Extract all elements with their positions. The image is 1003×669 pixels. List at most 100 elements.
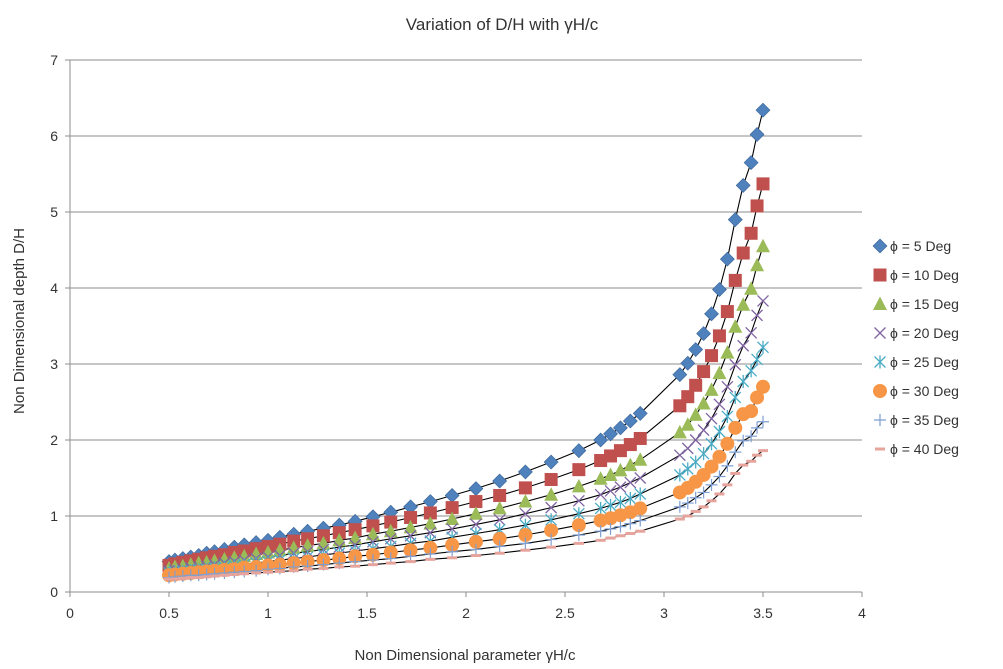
- legend-item: ϕ = 30 Deg: [873, 383, 959, 399]
- data-point: [403, 543, 418, 558]
- y-tick-label: 5: [50, 204, 58, 220]
- data-point: [604, 449, 618, 463]
- legend-item: ϕ = 5 Deg: [872, 238, 951, 254]
- data-point: [756, 238, 770, 253]
- data-point: [674, 517, 685, 521]
- data-point: [624, 476, 637, 489]
- data-point: [706, 499, 717, 503]
- data-point: [192, 569, 205, 582]
- data-point: [712, 365, 727, 380]
- data-point: [169, 577, 180, 581]
- data-point: [737, 374, 750, 388]
- data-point: [623, 438, 637, 452]
- data-point: [218, 567, 231, 579]
- data-point: [634, 472, 647, 484]
- data-point: [737, 339, 750, 352]
- data-point: [318, 566, 329, 570]
- data-point: [751, 421, 764, 434]
- data-point: [594, 454, 608, 468]
- data-point: [288, 569, 299, 573]
- data-point: [404, 511, 418, 525]
- data-point: [720, 345, 735, 359]
- data-point: [681, 497, 694, 510]
- data-point: [251, 571, 262, 575]
- data-point: [690, 509, 701, 513]
- chart-title: Variation of D/H with γH/c: [406, 15, 599, 34]
- data-point: [705, 412, 718, 425]
- data-point: [263, 570, 273, 574]
- data-point: [625, 531, 636, 535]
- data-point: [316, 529, 330, 543]
- data-point: [757, 294, 769, 307]
- data-point: [624, 492, 637, 506]
- data-point: [743, 155, 759, 171]
- data-point: [755, 102, 771, 118]
- data-point: [689, 491, 702, 504]
- data-point: [744, 226, 758, 240]
- data-point: [168, 570, 181, 583]
- data-point: [468, 506, 483, 520]
- legend-marker: [873, 268, 887, 282]
- data-point: [385, 561, 396, 565]
- legend-item: ϕ = 40 Deg: [875, 441, 959, 457]
- data-point: [749, 127, 765, 142]
- data-point: [721, 409, 734, 423]
- y-tick-label: 7: [50, 52, 58, 68]
- x-tick-labels: 0 0.5 1 1.5 2 2.5 3 3.5 4: [66, 605, 866, 621]
- data-point: [544, 473, 558, 487]
- data-point: [367, 563, 378, 567]
- data-point: [730, 471, 741, 475]
- data-point: [721, 380, 734, 393]
- legend-marker: [875, 447, 885, 451]
- data-point: [615, 534, 626, 538]
- data-point: [688, 342, 704, 357]
- data-point: [193, 576, 204, 580]
- data-point: [444, 488, 460, 503]
- data-point: [624, 517, 637, 530]
- data-point: [383, 545, 398, 560]
- data-point: [219, 573, 230, 577]
- data-point: [736, 297, 751, 311]
- legend-marker: [873, 296, 887, 310]
- data-point: [697, 486, 710, 499]
- data-point: [423, 516, 438, 530]
- data-point: [492, 500, 507, 515]
- data-point: [229, 573, 240, 577]
- y-tick-label: 4: [50, 280, 58, 296]
- data-point: [163, 571, 175, 584]
- legend-label: ϕ = 30 Deg: [890, 383, 959, 399]
- gridlines: [70, 59, 862, 517]
- data-point: [605, 536, 616, 540]
- data-point: [623, 457, 638, 472]
- data-point: [332, 526, 346, 540]
- data-point: [176, 570, 189, 583]
- data-point: [633, 452, 648, 466]
- data-point: [445, 511, 460, 526]
- data-point: [200, 568, 213, 581]
- data-point: [493, 513, 506, 526]
- data-point: [758, 449, 768, 453]
- data-point: [573, 541, 584, 545]
- data-point: [745, 364, 758, 378]
- data-point: [239, 572, 250, 576]
- data-point: [492, 531, 507, 546]
- axes: [65, 59, 863, 597]
- data-point: [446, 522, 459, 535]
- data-point: [728, 420, 743, 435]
- data-point: [603, 426, 618, 442]
- data-point: [227, 550, 242, 564]
- data-point: [519, 537, 532, 550]
- legend-label: ϕ = 40 Deg: [890, 441, 959, 457]
- data-point: [469, 495, 483, 509]
- legend-label: ϕ = 5 Deg: [890, 238, 951, 254]
- data-point: [614, 481, 627, 494]
- data-point: [720, 436, 735, 451]
- data-point: [572, 529, 585, 541]
- legend-label: ϕ = 25 Deg: [890, 354, 959, 370]
- data-point: [228, 566, 241, 579]
- data-point: [737, 434, 750, 447]
- data-point: [729, 358, 742, 371]
- data-point: [722, 483, 733, 487]
- legend: ϕ = 5 Deg ϕ = 10 Deg ϕ = 15 Deg ϕ = 20 Deg ϕ…: [872, 238, 959, 457]
- legend-label: ϕ = 10 Deg: [890, 267, 959, 283]
